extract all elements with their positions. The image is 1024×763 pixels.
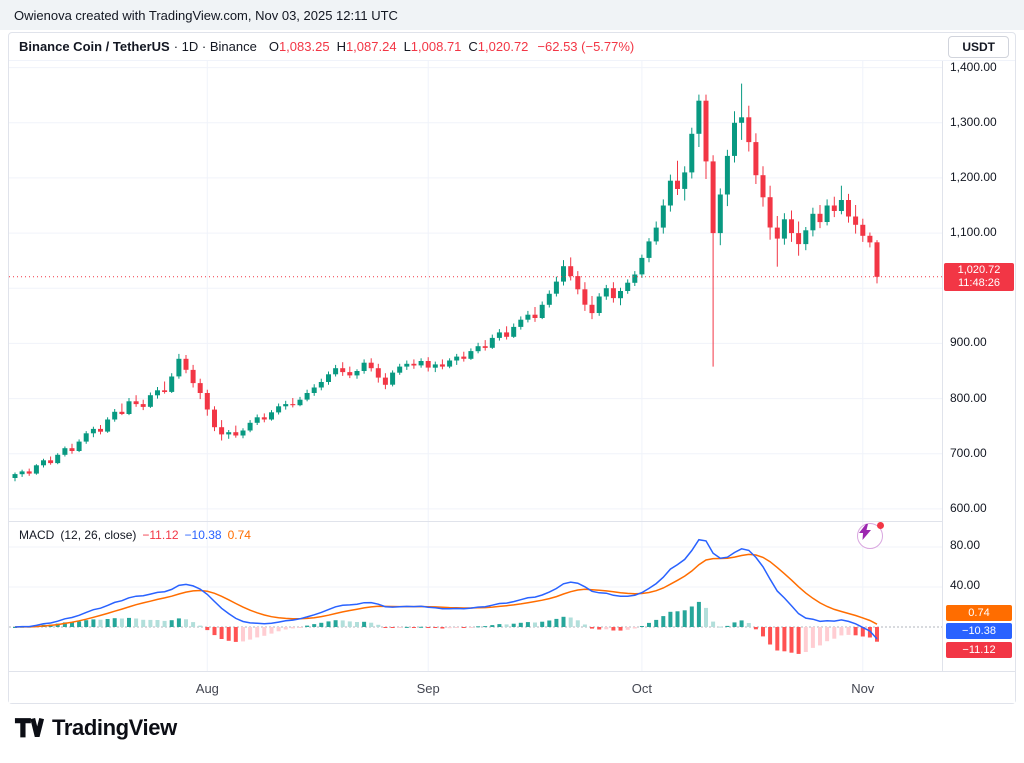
price-tick-label: 700.00 bbox=[950, 445, 987, 460]
symbol-meta: · 1D · Binance bbox=[173, 39, 257, 54]
ohlc-open: O1,083.25 bbox=[268, 39, 330, 54]
symbol-title[interactable]: Binance Coin / TetherUS bbox=[19, 39, 170, 54]
macd-status-line[interactable]: MACD (12, 26, close) −11.12 −10.38 0.74 bbox=[19, 528, 251, 542]
chart-header: Binance Coin / TetherUS · 1D · Binance O… bbox=[9, 33, 1015, 61]
tradingview-logo[interactable]: TradingView bbox=[14, 714, 177, 741]
price-pane[interactable] bbox=[9, 61, 942, 549]
ohlc-low: L1,008.71 bbox=[403, 39, 462, 54]
time-axis[interactable]: Aug Sep Oct Nov bbox=[9, 671, 1015, 703]
price-scale[interactable]: 1,020.72 11:48:26 0.74 −10.38 −11.12 1,4… bbox=[942, 59, 1015, 703]
price-change: −62.53 (−5.77%) bbox=[537, 39, 635, 54]
macd-signal-badge: 0.74 bbox=[946, 605, 1012, 621]
price-tick-label: 1,400.00 bbox=[950, 59, 997, 74]
macd-chart[interactable] bbox=[9, 522, 942, 672]
time-axis-label: Sep bbox=[416, 681, 440, 696]
price-tick-label: 600.00 bbox=[950, 500, 987, 515]
macd-params: (12, 26, close) bbox=[60, 528, 137, 542]
attribution-bar: Owienova created with TradingView.com, N… bbox=[0, 0, 1024, 30]
macd-tick-label: 80.00 bbox=[950, 538, 981, 552]
price-tick-label: 1,200.00 bbox=[950, 169, 997, 184]
macd-pane[interactable]: MACD (12, 26, close) −11.12 −10.38 0.74 bbox=[9, 521, 942, 672]
price-tick-label: 1,300.00 bbox=[950, 114, 997, 129]
macd-histogram-badge: −11.12 bbox=[946, 642, 1012, 658]
brand-name: TradingView bbox=[52, 714, 177, 740]
macd-signal-value: 0.74 bbox=[227, 528, 251, 542]
bar-countdown: 11:48:26 bbox=[957, 276, 1000, 289]
ohlc-values: O1,083.25 H1,087.24 L1,008.71 C1,020.72 … bbox=[269, 39, 634, 54]
time-axis-label: Aug bbox=[195, 681, 219, 696]
currency-button[interactable]: USDT bbox=[948, 36, 1009, 58]
macd-histogram-value: −11.12 bbox=[142, 528, 179, 542]
candlestick-chart[interactable] bbox=[9, 61, 942, 521]
time-axis-label: Oct bbox=[631, 681, 653, 696]
quick-trade-icon[interactable] bbox=[857, 522, 884, 549]
price-tick-label: 1,100.00 bbox=[950, 225, 997, 240]
price-tick-label: 900.00 bbox=[950, 335, 987, 350]
attribution-text: Owienova created with TradingView.com, N… bbox=[14, 7, 398, 23]
ohlc-high: H1,087.24 bbox=[336, 39, 397, 54]
macd-title: MACD bbox=[19, 528, 55, 542]
time-axis-label: Nov bbox=[851, 681, 875, 696]
ohlc-close: C1,020.72 bbox=[468, 39, 529, 54]
last-price-badge: 1,020.72 11:48:26 bbox=[944, 262, 1014, 291]
tradingview-logo-icon bbox=[14, 717, 44, 738]
macd-tick-label: 40.00 bbox=[950, 578, 981, 592]
last-price-value: 1,020.72 bbox=[957, 263, 1001, 276]
price-tick-label: 800.00 bbox=[950, 390, 987, 405]
lightning-bolt-icon bbox=[859, 524, 871, 540]
macd-line-badge: −10.38 bbox=[946, 623, 1012, 639]
notification-dot bbox=[877, 522, 884, 529]
macd-line-value: −10.38 bbox=[184, 528, 222, 542]
chart-card: Binance Coin / TetherUS · 1D · Binance O… bbox=[8, 32, 1016, 704]
